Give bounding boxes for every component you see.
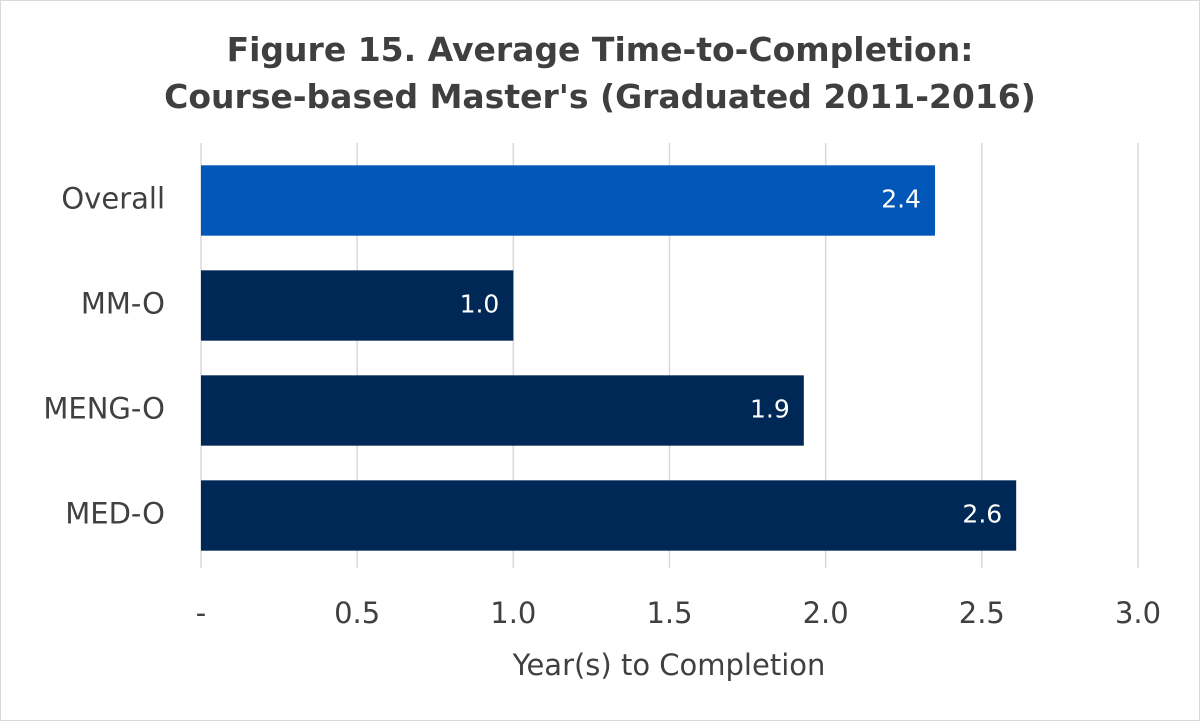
bar xyxy=(201,375,804,446)
x-tick-label: 1.5 xyxy=(646,596,692,630)
x-tick-label: 2.0 xyxy=(803,596,849,630)
bar xyxy=(201,270,514,341)
y-tick-label: Overall xyxy=(61,182,165,216)
y-tick-label: MED-O xyxy=(65,497,165,531)
x-tick-label: - xyxy=(196,596,206,630)
x-tick-label: 0.5 xyxy=(334,596,380,630)
data-label: 2.4 xyxy=(881,185,921,214)
x-tick-label: 3.0 xyxy=(1115,596,1161,630)
x-tick-label: 1.0 xyxy=(490,596,536,630)
x-axis-title: Year(s) to Completion xyxy=(512,648,826,682)
chart-title: Figure 15. Average Time-to-Completion: C… xyxy=(164,30,1036,116)
bar xyxy=(201,480,1017,551)
bar xyxy=(201,165,935,236)
data-label: 1.9 xyxy=(750,395,790,424)
y-tick-label: MENG-O xyxy=(43,392,165,426)
x-tick-label: 2.5 xyxy=(959,596,1005,630)
data-label: 2.6 xyxy=(962,500,1002,529)
data-label: 1.0 xyxy=(460,290,500,319)
y-tick-label: MM-O xyxy=(81,287,165,321)
